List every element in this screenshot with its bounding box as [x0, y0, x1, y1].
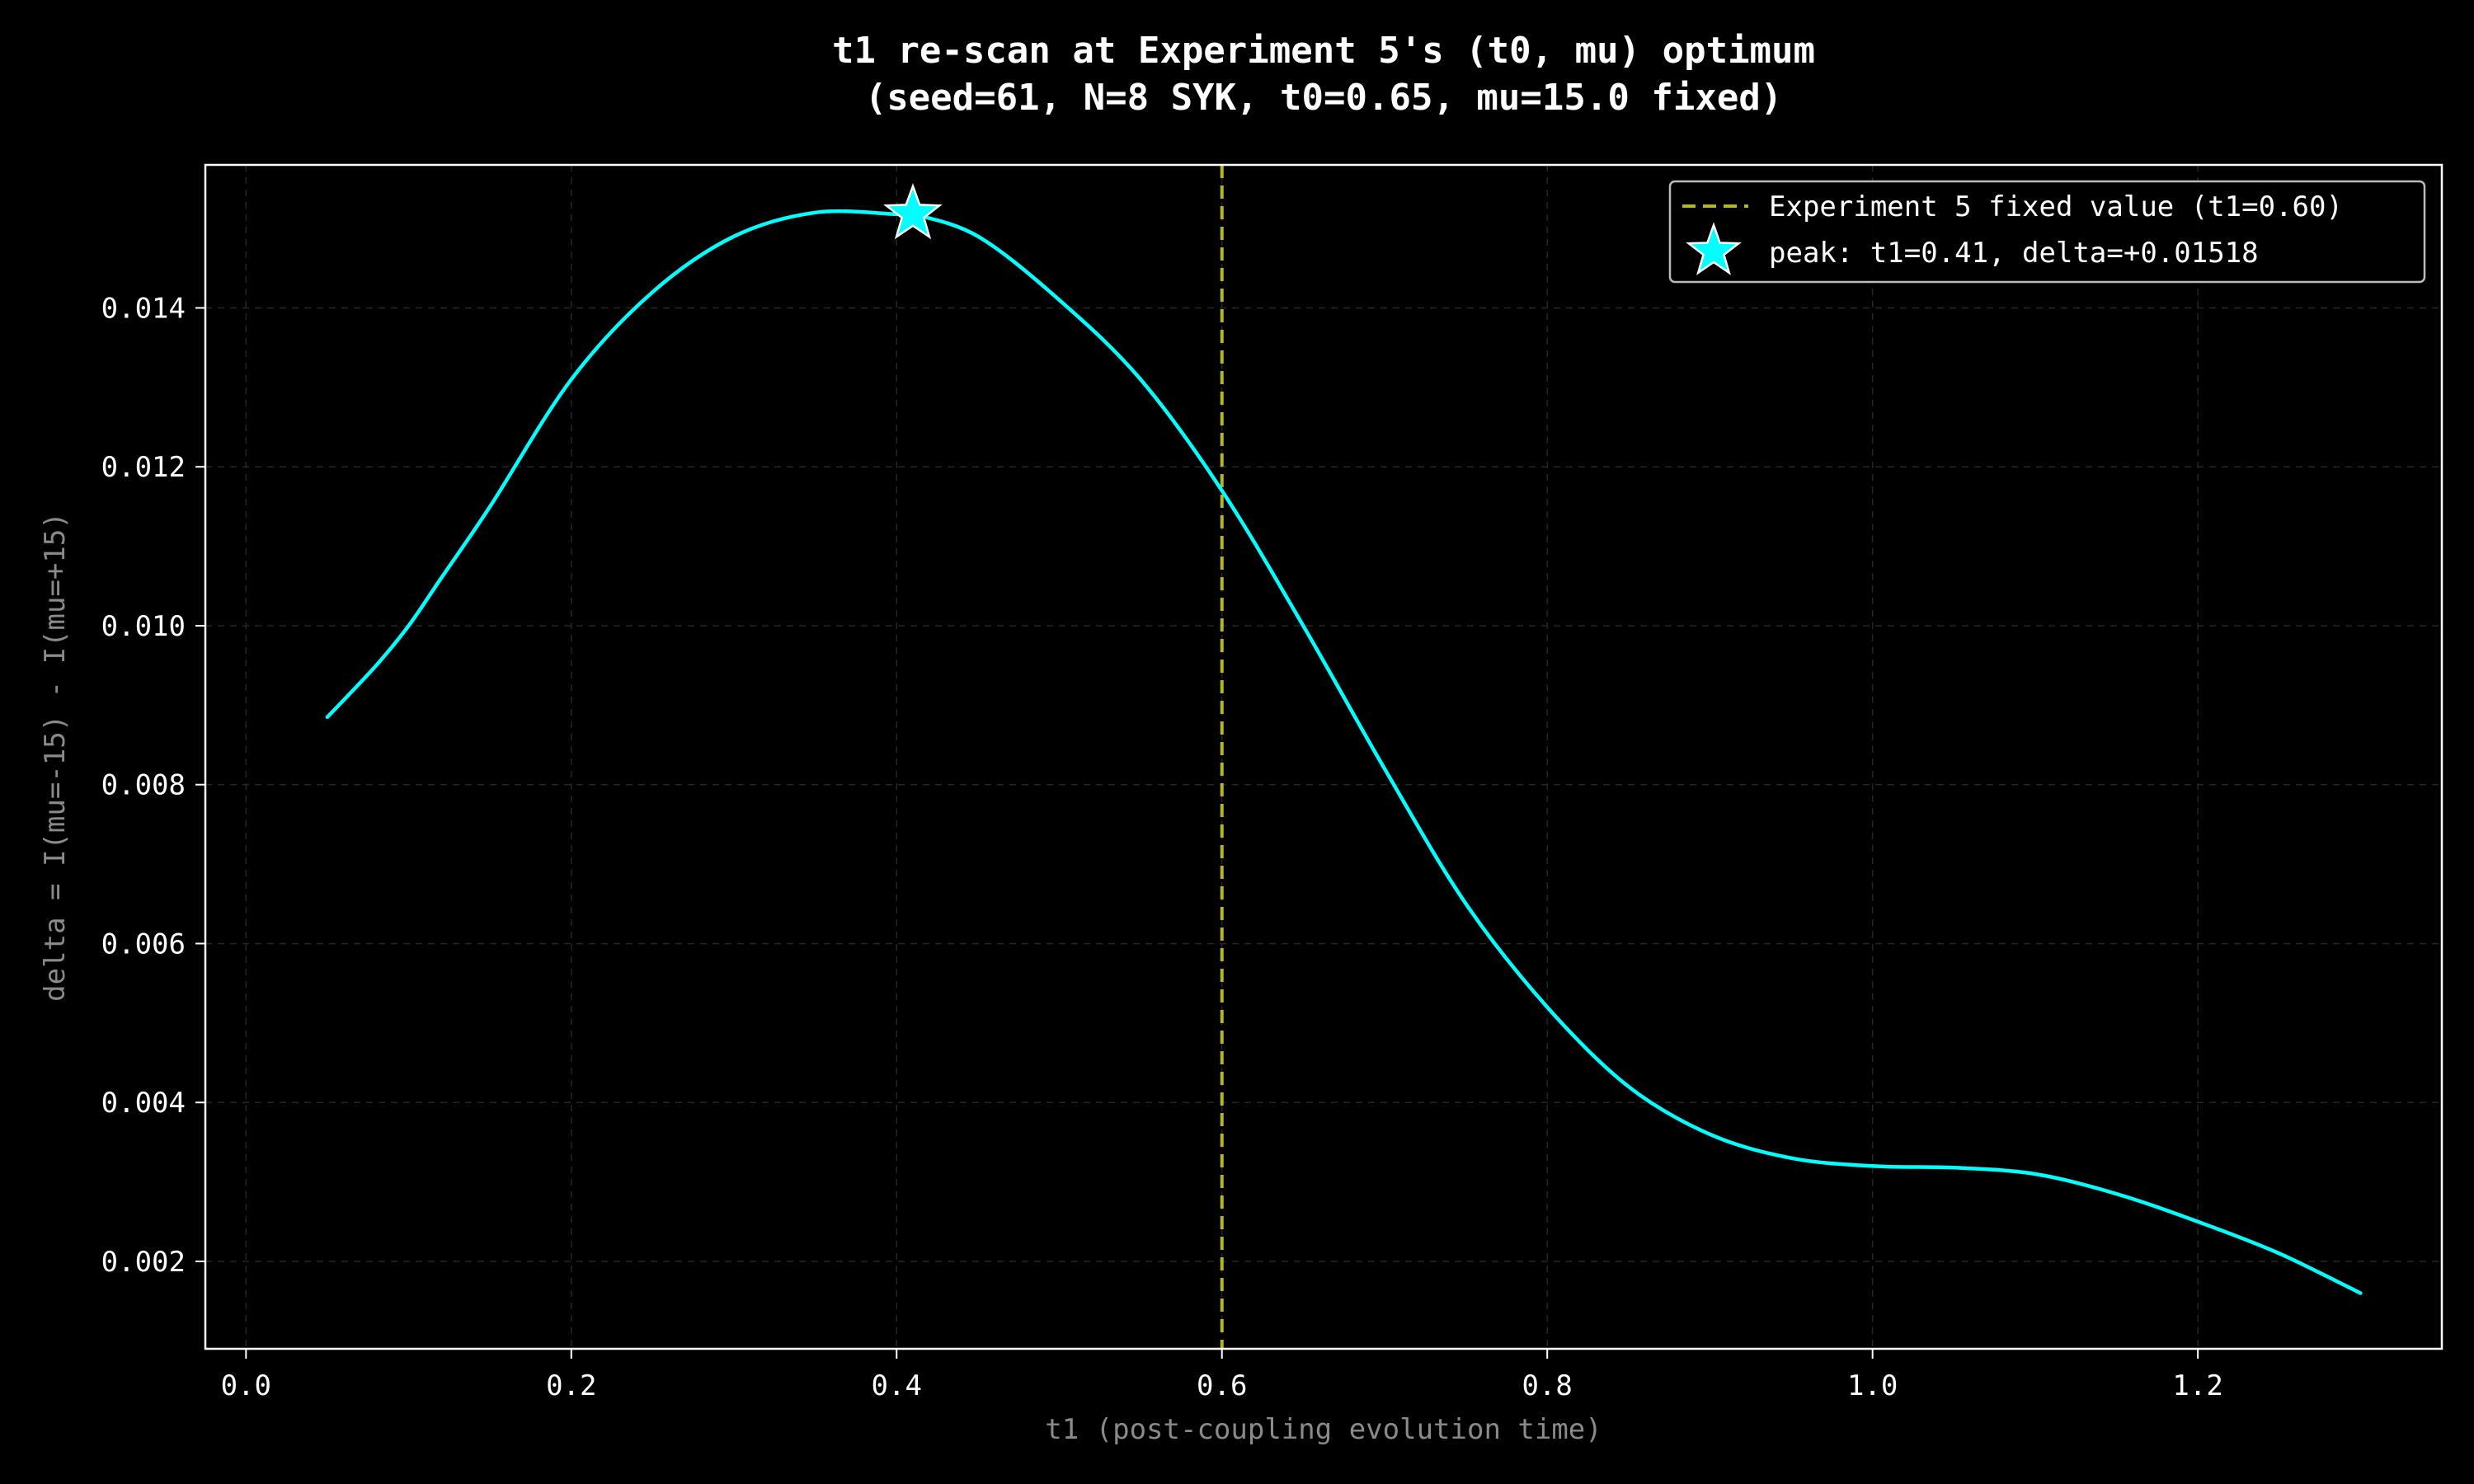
- x-tick-label: 0.8: [1522, 1369, 1572, 1402]
- legend: Experiment 5 fixed value (t1=0.60) peak:…: [1668, 180, 2426, 284]
- x-axis-label: t1 (post-coupling evolution time): [1045, 1413, 1602, 1446]
- legend-swatch-peak-star-icon: [1686, 222, 1742, 275]
- y-axis-ticks: 0.002 0.004 0.006 0.008 0.010 0.012 0.014: [101, 292, 205, 1279]
- y-tick-label: 0.010: [101, 610, 186, 643]
- series-line: [325, 209, 2363, 1295]
- y-tick-label: 0.014: [101, 292, 186, 325]
- chart-title-line2: (seed=61, N=8 SYK, t0=0.65, mu=15.0 fixe…: [865, 77, 1783, 119]
- legend-label-reference-line: Experiment 5 fixed value (t1=0.60): [1769, 190, 2343, 223]
- y-tick-label: 0.012: [101, 451, 186, 484]
- y-tick-label: 0.002: [101, 1246, 186, 1279]
- y-tick-label: 0.006: [101, 928, 186, 960]
- legend-box: [1668, 180, 2426, 284]
- y-axis-label: delta = I(mu=-15) - I(mu=+15): [39, 512, 72, 1002]
- x-tick-label: 1.0: [1847, 1369, 1898, 1402]
- x-tick-label: 0.4: [872, 1369, 922, 1402]
- chart-title-line1: t1 re-scan at Experiment 5's (t0, mu) op…: [832, 30, 1815, 72]
- x-tick-label: 0.2: [546, 1369, 596, 1402]
- series-group: [325, 209, 2363, 1295]
- y-tick-label: 0.004: [101, 1087, 186, 1120]
- legend-label-peak: peak: t1=0.41, delta=+0.01518: [1769, 237, 2259, 270]
- peak-marker-star-icon: [883, 183, 943, 240]
- y-tick-label: 0.008: [101, 769, 186, 802]
- x-axis-ticks: 0.0 0.2 0.4 0.6 0.8 1.0 1.2: [221, 1349, 2223, 1402]
- x-tick-label: 0.6: [1197, 1369, 1247, 1402]
- plot-frame: [204, 163, 2443, 1350]
- x-tick-label: 0.0: [221, 1369, 271, 1402]
- x-tick-label: 1.2: [2172, 1369, 2222, 1402]
- peak-group: [883, 183, 943, 240]
- grid: [205, 165, 2442, 1349]
